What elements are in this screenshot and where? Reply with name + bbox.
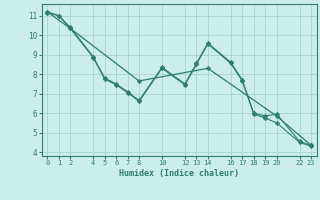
- X-axis label: Humidex (Indice chaleur): Humidex (Indice chaleur): [119, 169, 239, 178]
